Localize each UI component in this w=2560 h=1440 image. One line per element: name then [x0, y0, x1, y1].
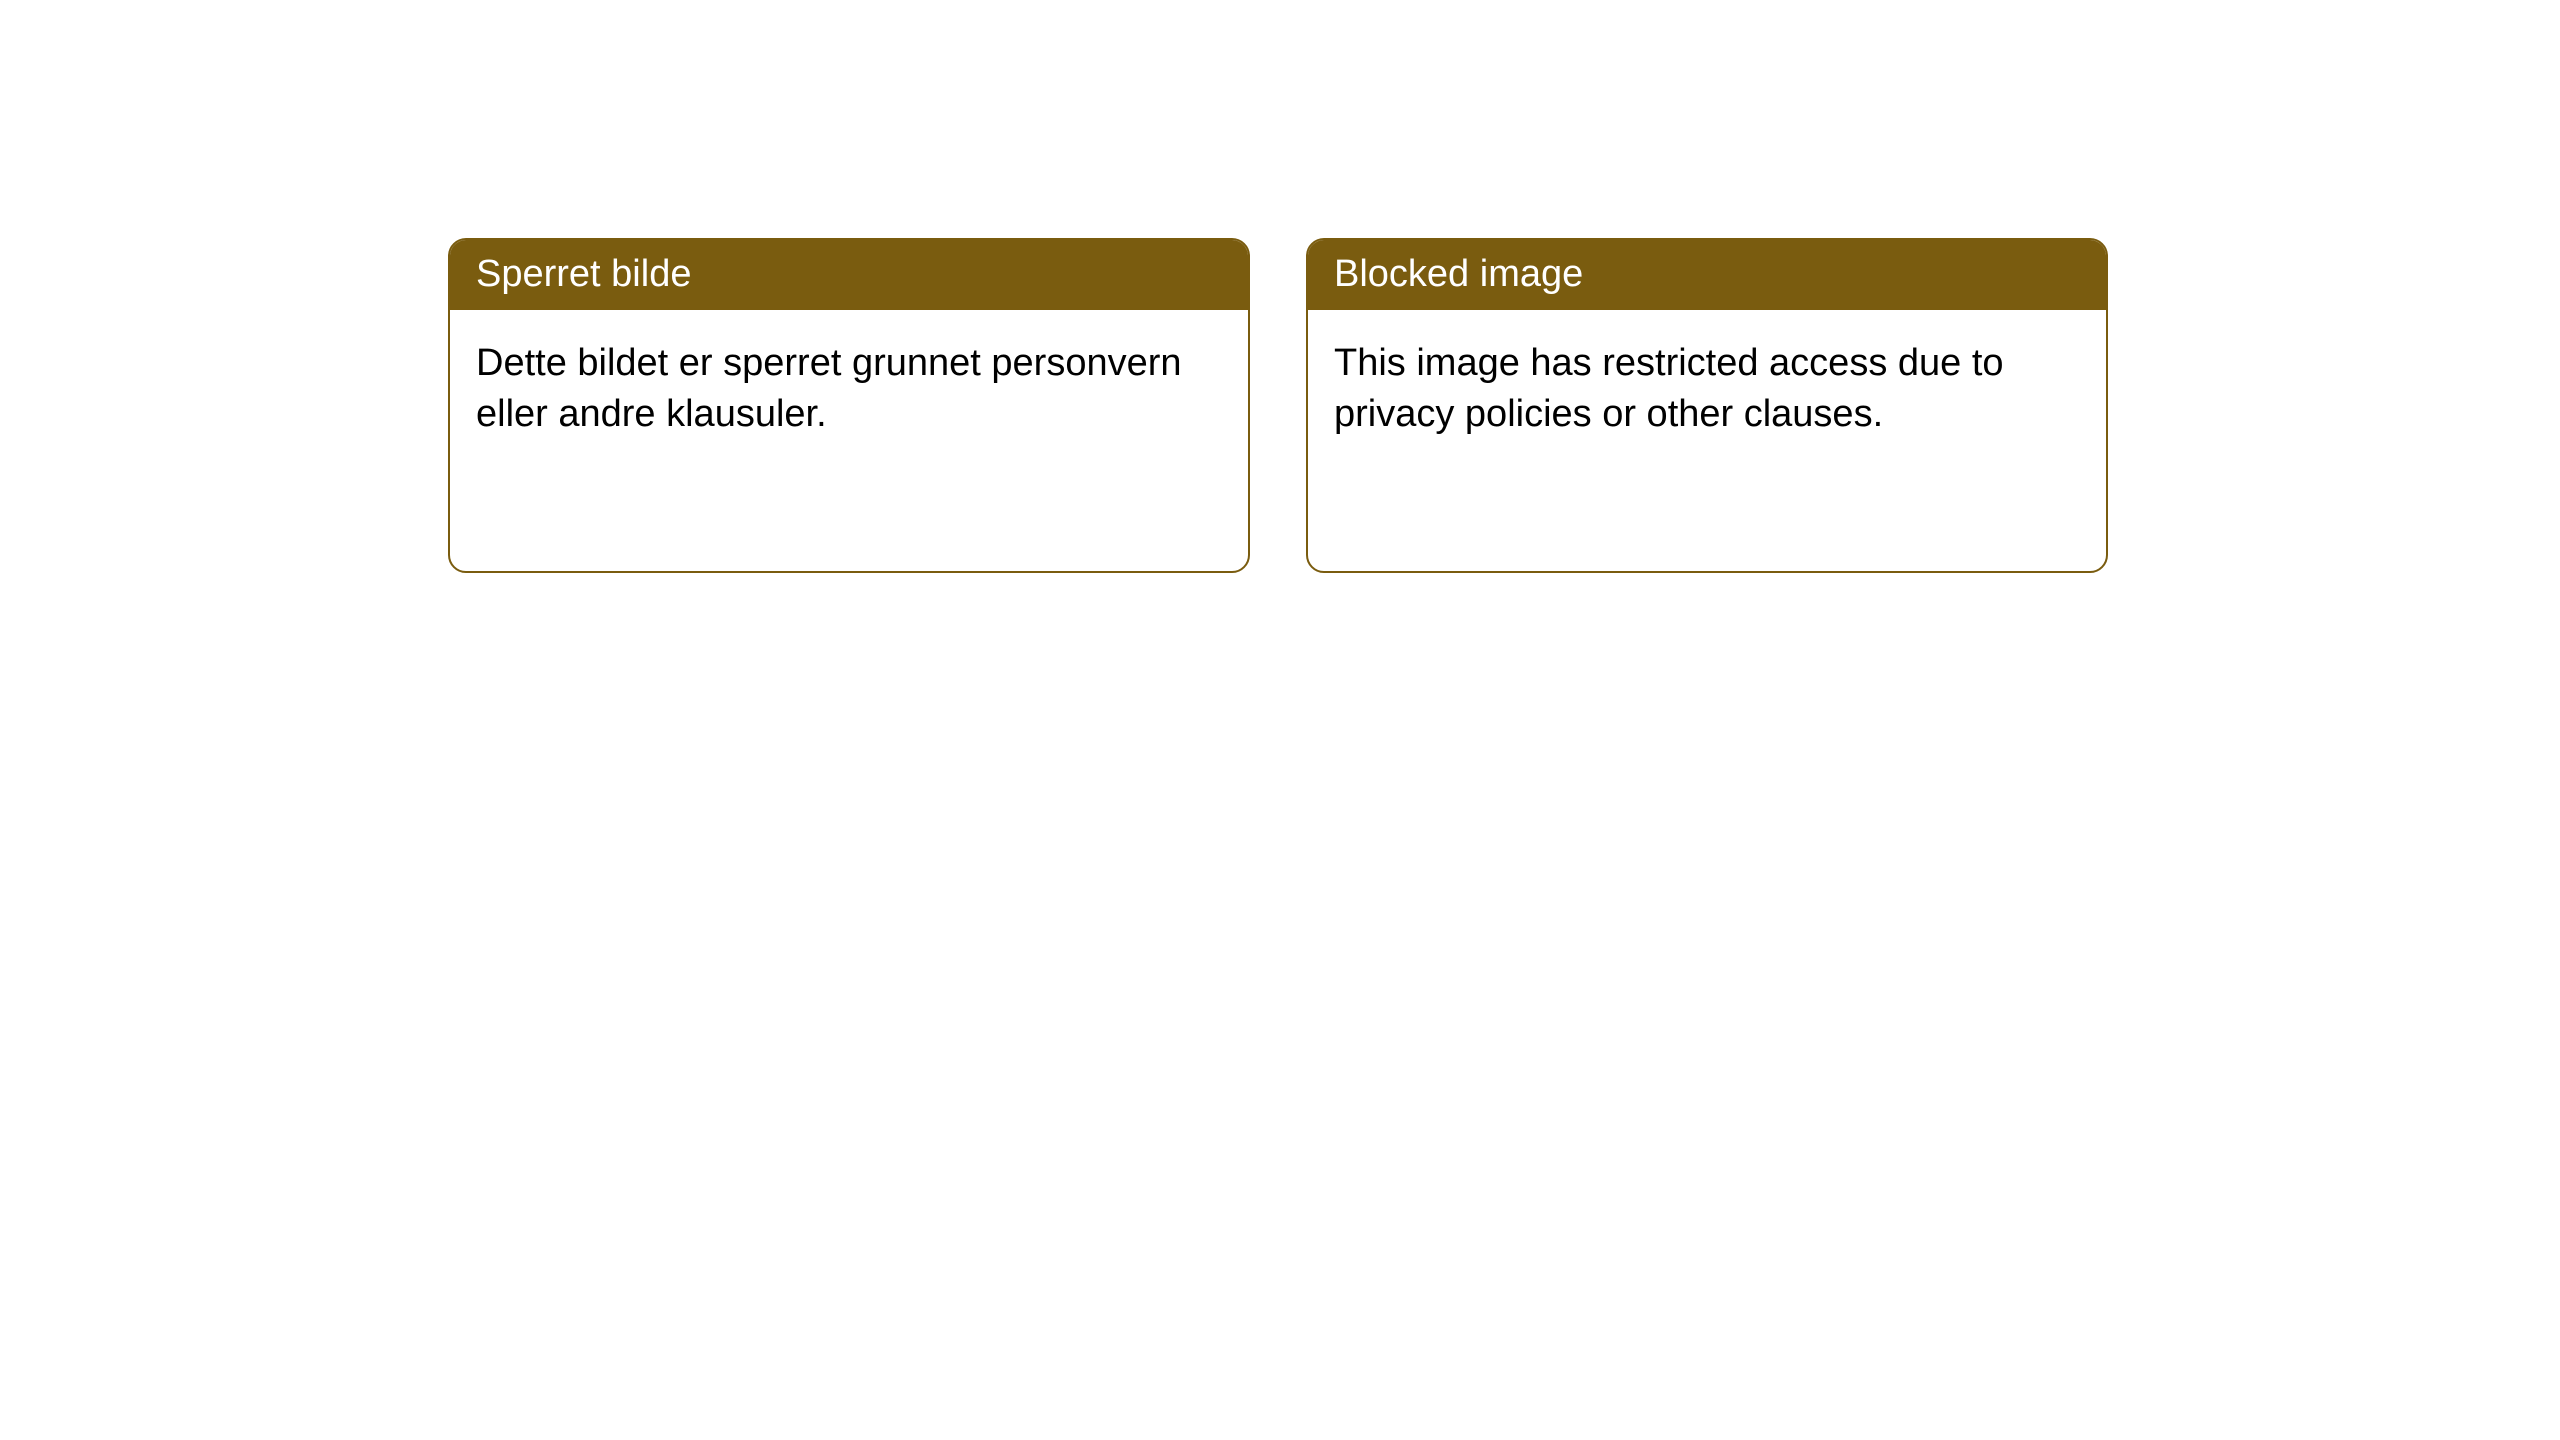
notice-body: Dette bildet er sperret grunnet personve…: [450, 310, 1248, 469]
notice-body-text: This image has restricted access due to …: [1334, 342, 2004, 435]
notice-header: Blocked image: [1308, 240, 2106, 310]
notice-header: Sperret bilde: [450, 240, 1248, 310]
notice-body-text: Dette bildet er sperret grunnet personve…: [476, 342, 1182, 435]
notice-body: This image has restricted access due to …: [1308, 310, 2106, 469]
notice-title: Sperret bilde: [476, 253, 691, 295]
notice-box-norwegian: Sperret bilde Dette bildet er sperret gr…: [448, 238, 1250, 573]
notice-box-english: Blocked image This image has restricted …: [1306, 238, 2108, 573]
notice-container: Sperret bilde Dette bildet er sperret gr…: [448, 238, 2108, 573]
notice-title: Blocked image: [1334, 253, 1583, 295]
